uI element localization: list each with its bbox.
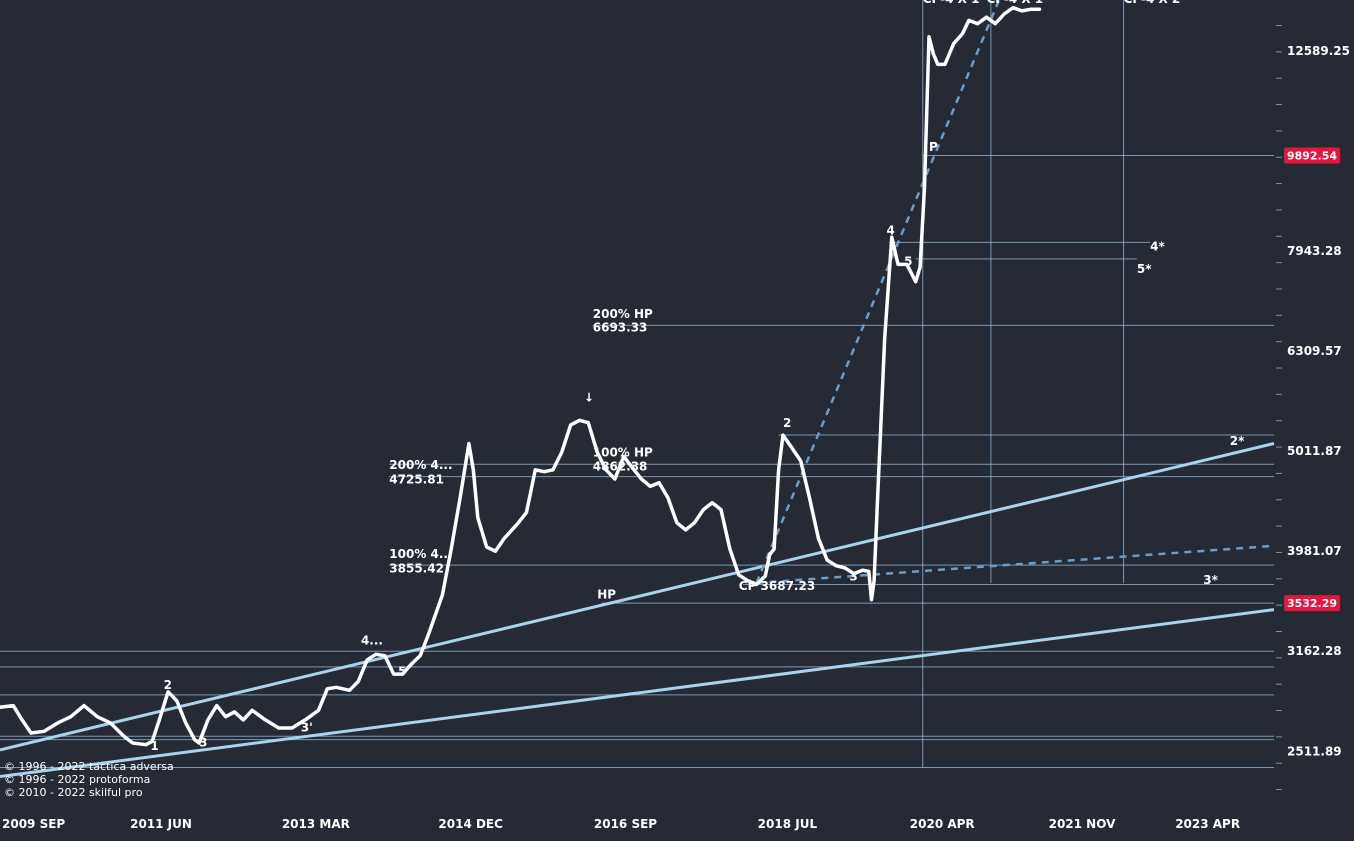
annotation-label: CP 3687.23	[739, 579, 815, 593]
trendlines	[0, 0, 1275, 779]
annotation-label: 100% HP	[593, 445, 653, 459]
annotation-label: 2*	[1230, 434, 1245, 448]
trendline	[0, 608, 1275, 779]
y-tick-label: 5011.87	[1287, 444, 1342, 458]
annotation-label: 4	[886, 223, 894, 237]
price-badge-label: 3532.29	[1287, 597, 1337, 610]
x-tick-label: 2013 MAR	[282, 817, 350, 831]
annotation-label: 2	[783, 416, 791, 430]
copyright-line: © 1996 - 2022 tactica adversa	[4, 760, 174, 773]
x-tick-label: 2014 DEC	[438, 817, 503, 831]
annotation-label: 3	[849, 570, 857, 584]
annotation-label: 1	[150, 739, 158, 753]
copyright-block: © 1996 - 2022 tactica adversa © 1996 - 2…	[4, 760, 174, 799]
price-series	[0, 5, 1042, 747]
x-tick-label: 2018 JUL	[758, 817, 818, 831]
annotation-label: 2	[164, 678, 172, 692]
annotation-label: 5*	[1137, 262, 1152, 276]
x-tick-label: 2023 APR	[1175, 817, 1240, 831]
copyright-line: © 1996 - 2022 protoforma	[4, 773, 150, 786]
annotation-label: 4862.38	[593, 460, 648, 474]
annotation-label: 200% 4...	[389, 458, 452, 472]
x-tick-label: 2009 SEP	[2, 817, 65, 831]
annotation-label: 200% HP	[593, 307, 653, 321]
y-tick-label: 2511.89	[1287, 744, 1342, 758]
trendline	[0, 442, 1275, 752]
annotation-label: CP-4 X 2	[1124, 0, 1181, 6]
annotation-label: P	[929, 140, 938, 154]
x-tick-label: 2016 SEP	[594, 817, 657, 831]
price-badge-label: 9892.54	[1287, 150, 1337, 163]
annotation-label: 5	[904, 255, 912, 269]
annotation-label: 100% 4...	[389, 547, 452, 561]
y-tick-label: 3162.28	[1287, 644, 1342, 658]
price-badge	[1284, 147, 1340, 164]
price-badges: 9892.54 3532.29	[1284, 147, 1340, 612]
vertical-lines	[922, 0, 1125, 768]
annotation-label: 5	[398, 665, 406, 679]
x-axis: 2009 SEP 2011 JUN 2013 MAR 2014 DEC 2016 SEP…	[2, 817, 1240, 831]
horizontal-levels	[0, 155, 1274, 768]
x-tick-label: 2021 NOV	[1049, 817, 1116, 831]
price-badge	[1284, 595, 1340, 612]
y-tick-label: 3981.07	[1287, 544, 1342, 558]
annotation-label: 4...	[361, 634, 383, 648]
annotation-label: 3	[199, 735, 207, 749]
annotation-label: HP	[597, 587, 616, 601]
annotation-label: ↓	[584, 390, 594, 404]
annotation-label: 4725.81	[389, 473, 444, 487]
x-tick-label: 2020 APR	[910, 817, 975, 831]
annotation-label: 6693.33	[593, 320, 648, 334]
annotations: CP-4 X 1 CP-4 X 1 CP-4 X 2 P 4* 5* 4 5 200% HP66…	[150, 0, 1245, 753]
annotation-label: CP-4 X 1	[923, 0, 980, 6]
price-line	[0, 5, 1042, 747]
y-tick-label: 12589.25	[1287, 44, 1350, 58]
trendline	[756, 544, 1275, 585]
annotation-label: 4*	[1150, 240, 1165, 254]
copyright-line: © 2010 - 2022 skilful pro	[4, 786, 143, 799]
trendline	[755, 0, 1001, 584]
y-tick-label: 7943.28	[1287, 244, 1342, 258]
annotation-label: CP-4 X 1	[986, 0, 1043, 6]
y-tick-label: 6309.57	[1287, 344, 1342, 358]
annotation-label: 3855.42	[389, 562, 444, 576]
y-axis: 12589.25 7943.28 6309.57 5011.87 3981.07 3162…	[1276, 25, 1350, 791]
annotation-label: 3'	[301, 720, 313, 734]
annotation-label: 3*	[1203, 573, 1218, 587]
x-tick-label: 2011 JUN	[130, 817, 192, 831]
